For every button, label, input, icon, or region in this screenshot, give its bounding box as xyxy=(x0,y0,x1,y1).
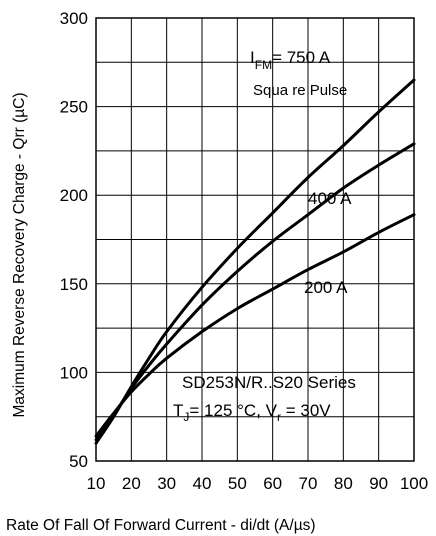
series-line-400-a xyxy=(94,142,416,442)
ifm-sub: FM xyxy=(255,58,272,72)
vr-value: = 30V xyxy=(281,401,331,420)
x-tick-40: 40 xyxy=(193,474,212,493)
ifm-value: = 750 A xyxy=(272,48,331,67)
x-tick-90: 90 xyxy=(369,474,388,493)
square-pulse-label: Squa re Pulse xyxy=(253,82,347,99)
y-tick-labels: 50 100 150 200 250 300 xyxy=(60,9,88,471)
y-tick-50: 50 xyxy=(69,452,88,471)
plot-frame xyxy=(95,17,415,462)
series-title: SD253N/R..S20 Series xyxy=(182,373,356,392)
x-tick-labels: 10 20 30 40 50 60 70 80 90 100 xyxy=(87,474,429,493)
y-axis-title: Maximum Reverse Recovery Charge - Qrr (µ… xyxy=(11,92,28,417)
series-lines xyxy=(94,78,416,445)
tj-value: = 125 °C, V xyxy=(189,401,277,420)
ifm-main: I xyxy=(250,48,255,67)
tj-main: T xyxy=(173,401,183,420)
x-axis-title: Rate Of Fall Of Forward Current - di/dt … xyxy=(6,517,316,534)
test-conditions: TJ= 125 °C, Vr = 30V xyxy=(173,401,331,424)
x-tick-70: 70 xyxy=(299,474,318,493)
y-tick-150: 150 xyxy=(60,275,88,294)
x-tick-100: 100 xyxy=(400,474,428,493)
y-tick-250: 250 xyxy=(60,98,88,117)
x-tick-10: 10 xyxy=(87,474,106,493)
x-tick-60: 60 xyxy=(263,474,282,493)
x-tick-50: 50 xyxy=(228,474,247,493)
label-200a: 200 A xyxy=(304,278,348,297)
x-tick-80: 80 xyxy=(334,474,353,493)
vr-sub: r xyxy=(277,410,281,424)
y-tick-200: 200 xyxy=(60,186,88,205)
y-tick-100: 100 xyxy=(60,363,88,382)
x-tick-30: 30 xyxy=(157,474,176,493)
series-line-200-a xyxy=(94,213,416,438)
y-tick-300: 300 xyxy=(60,9,88,28)
x-tick-20: 20 xyxy=(122,474,141,493)
label-400a: 400 A xyxy=(308,189,352,208)
tj-sub: J xyxy=(183,410,189,424)
label-750a: IFM= 750 A xyxy=(250,48,331,72)
